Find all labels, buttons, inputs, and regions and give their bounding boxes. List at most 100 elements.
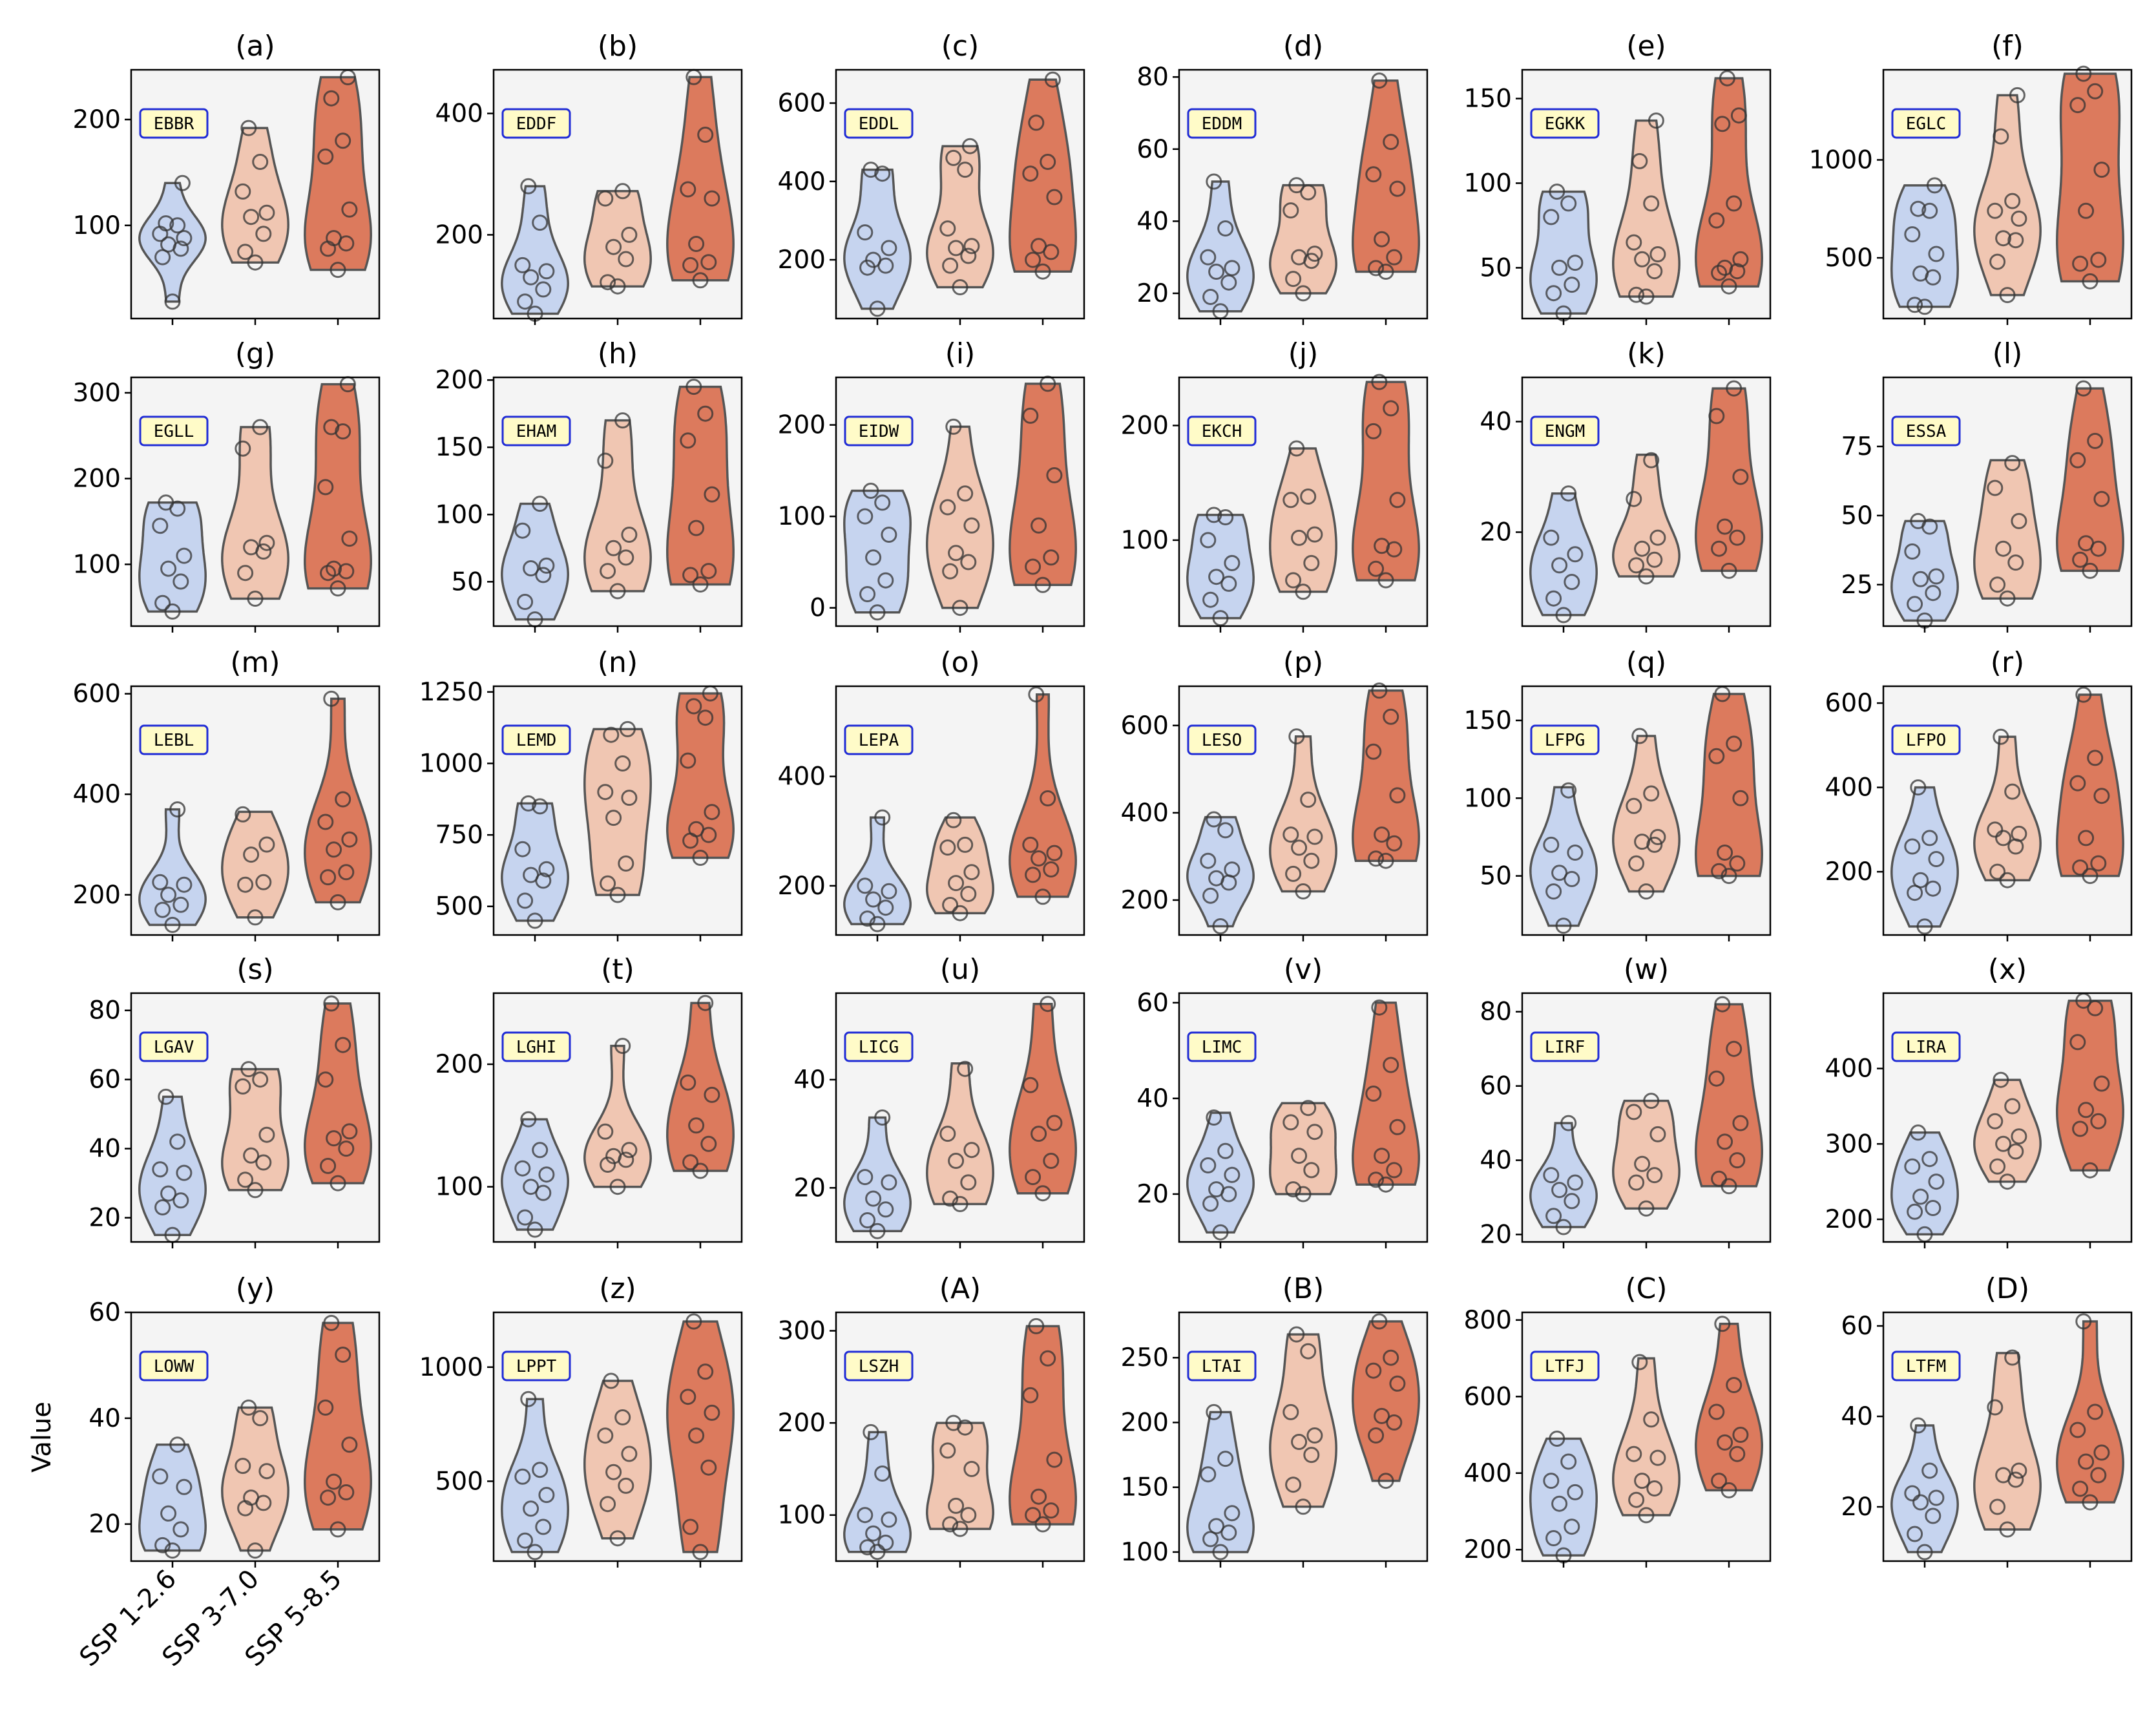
data-point [1567,845,1584,861]
airport-label-box [139,1350,209,1381]
airport-code: EHAM [516,422,557,441]
data-point [317,479,334,496]
panel-lirf: 20 40 60 80 (w) LIRF [1480,953,1772,1250]
data-point [158,215,174,232]
data-point [609,1530,626,1547]
data-point [1200,1466,1217,1483]
data-point [1643,452,1660,468]
data-point [1912,1494,1929,1511]
data-point [614,183,631,200]
y-tick-label: 400 [1825,773,1873,803]
data-point [1910,512,1927,529]
data-point [1732,790,1749,806]
data-point [1708,212,1725,229]
data-point [692,1162,709,1179]
data-point [1732,1115,1749,1131]
panel-limc: 20 40 60 (v) LIMC [1136,953,1429,1248]
data-point [939,1126,956,1142]
data-point [323,995,340,1012]
data-point [341,201,358,218]
data-point [1912,1188,1929,1205]
data-point [176,1164,193,1181]
violin-1 [843,168,912,310]
data-point [330,262,346,278]
data-point [1368,850,1385,867]
data-point [1365,743,1382,760]
y-tick-label: 400 [1464,1459,1512,1488]
data-point [1993,728,2009,745]
violin-1 [1529,1122,1598,1228]
violin-2 [221,426,289,600]
data-point [1634,251,1651,268]
y-tick-label: 100 [435,1173,483,1202]
data-point [1371,373,1388,390]
data-point [523,560,539,576]
data-point [1995,540,2012,557]
data-point [2004,1098,2021,1115]
data-point [1555,1219,1572,1235]
violin-1 [1186,514,1255,620]
data-point [1295,1498,1312,1515]
airport-label-box [1891,1350,1961,1381]
y-tick-label: 40 [1841,1402,1873,1431]
y-tick-label: 20 [89,1510,121,1539]
data-point [1371,72,1388,89]
data-point [1730,107,1747,124]
data-point [1383,1349,1399,1366]
airport-label-box [1187,108,1257,139]
airport-label-box [1187,1031,1257,1062]
data-point [1628,1491,1645,1508]
data-point [1560,485,1577,502]
violin-2 [583,1044,652,1188]
data-point [614,755,631,772]
data-point [863,162,879,178]
data-point [1377,852,1394,869]
data-point [1729,1152,1746,1169]
y-tick-label: 600 [73,680,121,709]
panel-lfpo: 200 400 600 (r) LFPO [1825,646,2133,941]
panel-title: (j) [1288,337,1319,370]
data-point [517,1209,534,1226]
data-point [174,174,191,191]
y-tick-label: 300 [1825,1129,1873,1159]
data-point [618,1477,634,1494]
data-point [1726,195,1743,212]
data-point [704,1404,720,1421]
data-point [1206,173,1222,190]
data-point [1995,830,2012,846]
data-point [154,901,171,918]
panel-eidw: 0 100 200 (i) EIDW [778,337,1085,633]
data-point [614,412,631,429]
y-tick-label: 400 [1825,1055,1873,1084]
data-point [697,994,714,1011]
violin-2 [1612,454,1680,578]
violin-3 [1352,1002,1420,1186]
data-point [535,567,552,583]
data-point [538,861,555,877]
data-point [2075,380,2092,397]
airport-label-box [1891,1031,1961,1062]
y-tick-label: 100 [1464,169,1512,198]
data-point [1365,1362,1382,1379]
data-point [152,1468,169,1485]
panel-title: (a) [235,30,275,63]
data-point [1916,918,1933,935]
data-point [1374,538,1390,554]
data-point [1638,883,1655,900]
airport-code: EGLL [154,422,194,441]
data-point [1200,1157,1217,1173]
data-point [1545,590,1562,607]
data-point [1368,1427,1385,1444]
data-point [1291,1148,1308,1164]
data-point [1212,918,1229,934]
data-point [1206,811,1222,828]
data-point [335,791,351,808]
violin-3 [666,692,735,859]
data-point [1306,526,1323,543]
data-point [1022,836,1039,853]
data-point [330,580,346,597]
data-point [1921,830,1938,846]
data-point [2069,452,2086,468]
data-point [1206,1403,1222,1420]
data-point [621,527,638,543]
